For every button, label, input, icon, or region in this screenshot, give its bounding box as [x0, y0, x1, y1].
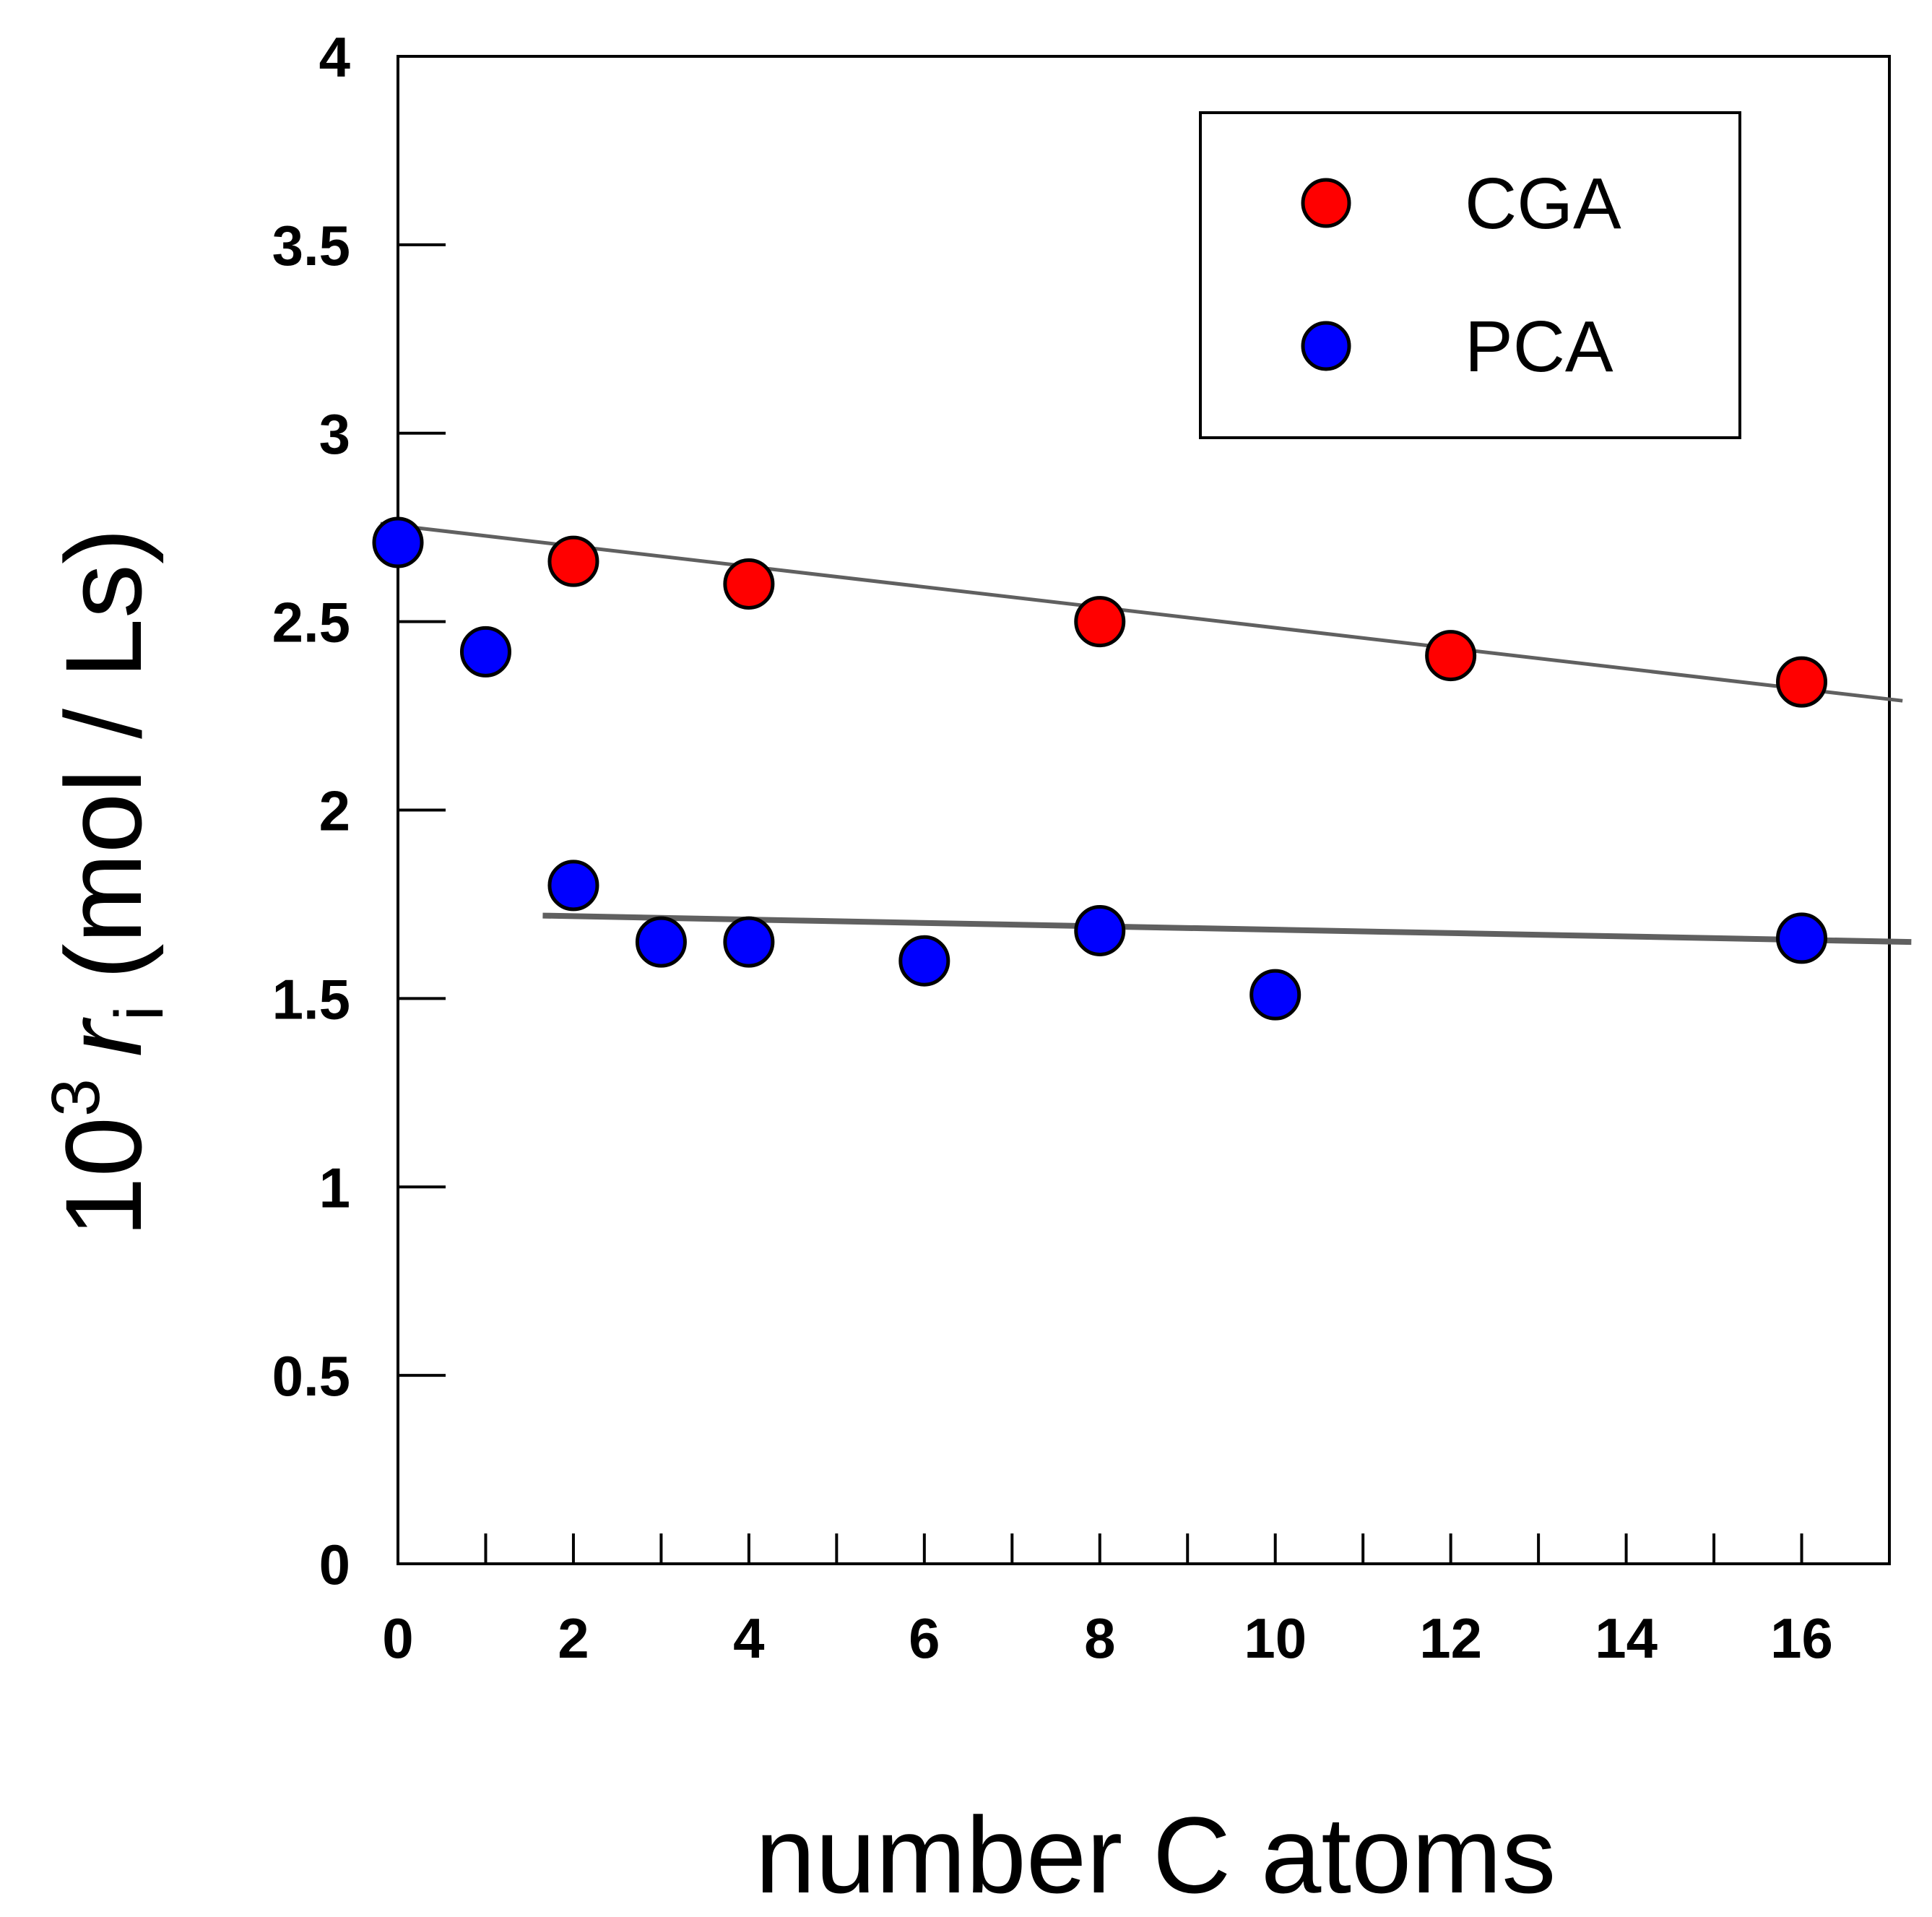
data-point-cga [723, 558, 775, 610]
data-point-pca [459, 626, 511, 678]
legend-marker-pca [1301, 321, 1351, 371]
x-tick-label: 0 [382, 1606, 413, 1670]
x-tick-label: 6 [909, 1606, 940, 1670]
y-axis-title: 103 ri (mol / Ls) [38, 528, 178, 1237]
y-axis-title-text: 103 ri (mol / Ls) [38, 528, 178, 1237]
x-axis-title: number C atoms [755, 1794, 1556, 1916]
data-point-cga [1776, 656, 1828, 708]
x-tick-label: 14 [1595, 1606, 1658, 1670]
legend: CGA PCA [1199, 111, 1741, 439]
x-axis-ticks: 0 2 4 6 8 10 12 14 16 [382, 1533, 1833, 1670]
data-point-pca [1776, 912, 1828, 964]
data-point-pca [723, 916, 775, 968]
data-point-pca [1074, 904, 1126, 956]
trend-line-pca [542, 912, 1912, 945]
y-tick-label: 1 [319, 1156, 350, 1219]
data-points [372, 516, 1828, 1021]
y-tick-label: 3.5 [272, 214, 350, 277]
data-point-pca [635, 916, 687, 968]
legend-marker-cga [1301, 178, 1351, 228]
x-tick-label: 8 [1084, 1606, 1115, 1670]
data-point-pca [372, 516, 424, 568]
y-axis-title-symbol: r [43, 1017, 164, 1057]
y-tick-label: 3 [319, 402, 350, 466]
y-tick-label: 1.5 [272, 967, 350, 1031]
legend-label-cga: CGA [1465, 163, 1621, 244]
y-axis-title-subscript: i [101, 1005, 178, 1021]
y-tick-label: 0 [319, 1533, 350, 1596]
y-tick-label: 0.5 [272, 1344, 350, 1408]
y-axis-title-units: (mol / Ls) [43, 528, 164, 979]
x-tick-label: 16 [1770, 1606, 1833, 1670]
data-point-cga [547, 535, 599, 587]
y-tick-label: 2.5 [272, 591, 350, 654]
data-point-pca [898, 935, 950, 987]
data-point-pca [1249, 969, 1301, 1021]
y-tick-label: 4 [319, 25, 350, 89]
y-axis-title-exponent: 3 [38, 1078, 114, 1117]
x-tick-label: 12 [1419, 1606, 1482, 1670]
y-axis-ticks: 0 0.5 1 1.5 2 2.5 3 3.5 4 [272, 25, 446, 1596]
data-point-cga [1074, 596, 1126, 648]
data-point-pca [547, 860, 599, 912]
trend-line-cga [380, 522, 1903, 703]
x-tick-label: 10 [1244, 1606, 1307, 1670]
trend-lines [380, 522, 1912, 945]
y-tick-label: 2 [319, 779, 350, 843]
data-point-cga [1425, 630, 1477, 682]
legend-box [1199, 111, 1741, 439]
x-tick-label: 2 [558, 1606, 589, 1670]
x-tick-label: 4 [733, 1606, 764, 1670]
legend-label-pca: PCA [1465, 306, 1613, 387]
y-axis-title-prefix: 10 [43, 1117, 164, 1237]
